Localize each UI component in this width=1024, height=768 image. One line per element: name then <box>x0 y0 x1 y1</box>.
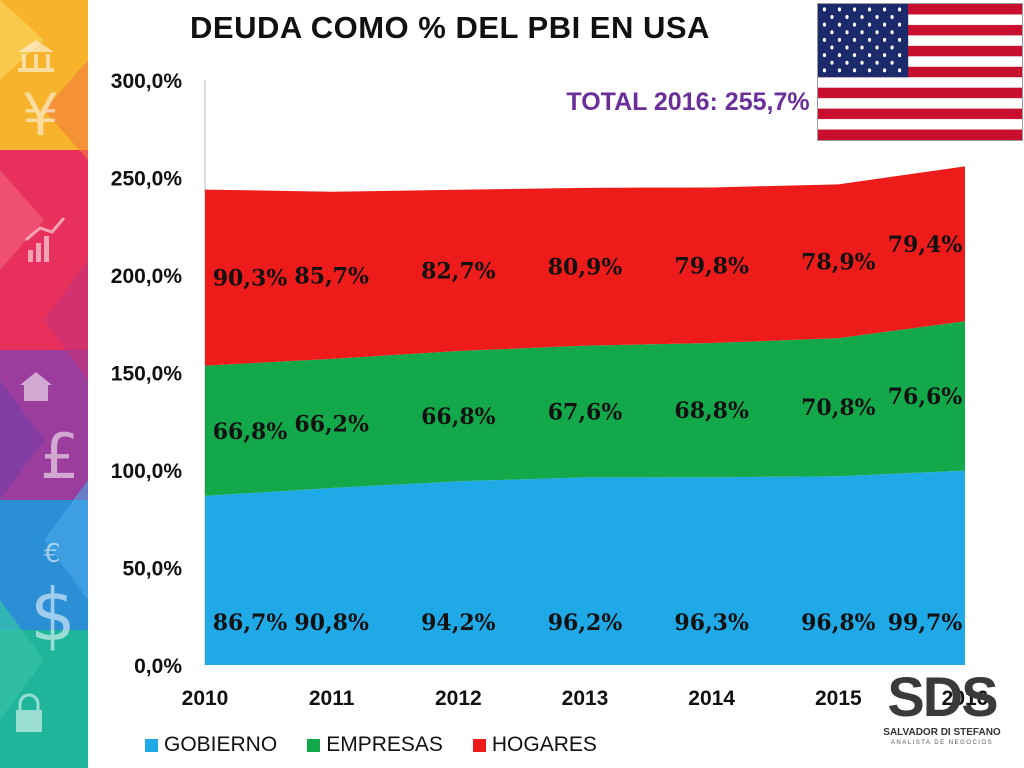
y-tick-label: 300,0% <box>111 70 183 93</box>
data-label-empresas: 68,8% <box>674 398 749 424</box>
data-label-empresas: 66,8% <box>213 419 288 445</box>
y-tick-label: 150,0% <box>111 363 183 386</box>
x-tick-label: 2015 <box>815 687 862 710</box>
data-label-empresas: 76,6% <box>888 384 963 410</box>
data-label-gobierno: 86,7% <box>213 610 288 636</box>
data-label-empresas: 67,6% <box>548 400 623 426</box>
legend-label-gobierno: GOBIERNO <box>164 733 278 756</box>
debt-area-chart: 0,0% 50,0% 100,0% 150,0% 200,0% 250,0% 300,0% 2… <box>111 70 989 710</box>
y-tick-label: 100,0% <box>111 460 183 483</box>
euro-icon: € <box>44 539 61 569</box>
decorative-icon-strip: ¥ £ € $ <box>0 0 88 768</box>
data-label-hogares: 78,9% <box>801 249 876 275</box>
data-label-empresas: 70,8% <box>801 395 876 421</box>
data-label-gobierno: 96,2% <box>548 610 623 636</box>
y-tick-label: 50,0% <box>122 558 182 581</box>
x-tick-label: 2016 <box>942 687 989 710</box>
data-label-hogares: 80,9% <box>548 255 623 281</box>
legend-swatch-gobierno <box>145 738 158 752</box>
area-hogares <box>205 166 965 366</box>
chart-legend: GOBIERNO EMPRESAS HOGARES <box>145 733 597 757</box>
dollar-icon: $ <box>30 573 76 657</box>
pound-icon: £ <box>40 420 79 493</box>
data-label-empresas: 66,2% <box>294 411 369 437</box>
lock-icon <box>16 693 42 732</box>
data-label-hogares: 85,7% <box>294 263 369 289</box>
y-tick-label: 0,0% <box>134 655 182 678</box>
bank-icon <box>18 40 54 72</box>
legend-item-hogares: HOGARES <box>472 733 597 757</box>
usa-flag <box>817 3 1023 141</box>
house-icon <box>20 372 52 401</box>
x-tick-label: 2012 <box>435 687 482 710</box>
x-tick-label: 2014 <box>688 687 735 710</box>
data-label-hogares: 79,4% <box>888 232 963 258</box>
data-label-gobierno: 96,3% <box>674 610 749 636</box>
data-label-empresas: 66,8% <box>421 404 496 430</box>
legend-item-gobierno: GOBIERNO <box>145 733 277 757</box>
y-tick-label: 250,0% <box>111 168 183 191</box>
data-label-hogares: 82,7% <box>421 258 496 284</box>
logo-tagline: ANALISTA DE NEGOCIOS <box>890 740 994 746</box>
y-tick-label: 200,0% <box>111 265 183 288</box>
data-label-hogares: 90,3% <box>213 266 288 292</box>
total-annotation: TOTAL 2016: 255,7% <box>566 88 809 116</box>
area-empresas <box>205 321 965 496</box>
legend-item-empresas: EMPRESAS <box>307 733 443 757</box>
data-label-gobierno: 96,8% <box>801 610 876 636</box>
data-label-gobierno: 90,8% <box>294 610 369 636</box>
legend-swatch-empresas <box>307 738 321 752</box>
x-tick-label: 2010 <box>182 687 229 710</box>
chart-up-icon <box>25 217 66 262</box>
area-gobierno <box>205 470 965 665</box>
yen-icon: ¥ <box>22 81 59 149</box>
data-label-hogares: 79,8% <box>674 253 749 279</box>
logo-letters: SDS <box>887 665 998 728</box>
x-tick-label: 2011 <box>309 687 355 710</box>
sds-logo: SDS SALVADOR DI STEFANO ANALISTA DE NEGO… <box>882 665 1002 760</box>
data-label-gobierno: 94,2% <box>421 610 496 636</box>
legend-label-empresas: EMPRESAS <box>326 733 443 756</box>
legend-swatch-hogares <box>472 738 486 752</box>
legend-label-hogares: HOGARES <box>491 733 597 756</box>
data-label-gobierno: 99,7% <box>888 610 963 636</box>
page-title: DEUDA COMO % DEL PBI EN USA <box>190 10 710 45</box>
x-tick-label: 2013 <box>562 687 609 710</box>
logo-name: SALVADOR DI STEFANO <box>883 727 1001 738</box>
